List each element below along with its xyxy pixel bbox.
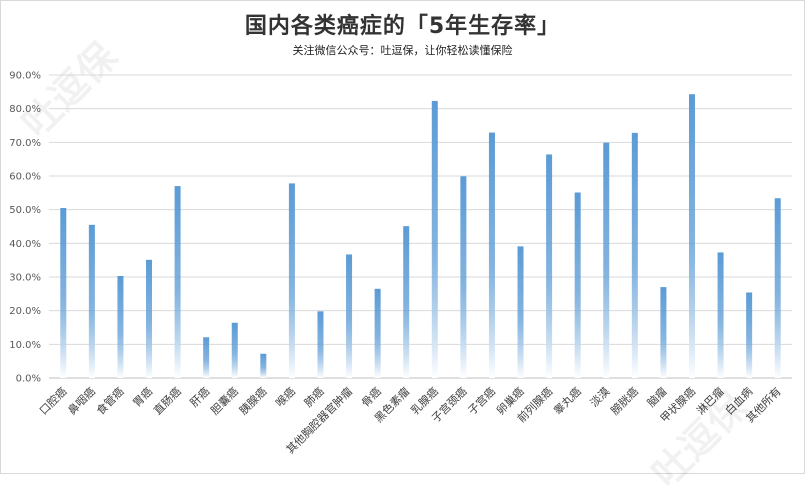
bar-chart: 0.0% 10.0% 20.0% 30.0% 40.0% 50.0% 60.0% 70.0% 8… [9, 71, 792, 456]
bar [631, 132, 638, 378]
y-tick-label: 40.0% [9, 239, 41, 250]
x-tick-label: 胃癌 [130, 384, 155, 409]
y-tick-label: 50.0% [9, 205, 41, 216]
bar [431, 100, 438, 378]
bar [231, 322, 238, 378]
bar [488, 132, 495, 378]
bar [174, 186, 181, 378]
bar [603, 142, 610, 378]
bar [288, 183, 295, 378]
chart-subtitle: 关注微信公众号：吐逗保，让你轻松读懂保险 [292, 44, 513, 57]
x-tick-label: 脑瘤 [644, 384, 669, 409]
y-tick-label: 10.0% [9, 340, 41, 351]
y-tick-label: 80.0% [9, 104, 41, 115]
x-tick-label: 子宫癌 [465, 384, 498, 417]
x-tick-label: 胆囊癌 [208, 384, 241, 417]
bar [517, 246, 524, 378]
y-tick-label: 70.0% [9, 138, 41, 149]
bar [746, 292, 753, 378]
bar [403, 226, 410, 378]
x-tick-label: 睾丸癌 [551, 384, 584, 417]
y-tick-label: 90.0% [9, 71, 41, 82]
bar [574, 192, 581, 378]
x-tick-label: 淋巴瘤 [693, 384, 726, 417]
x-tick-label: 食管癌 [93, 384, 126, 417]
bar [203, 337, 210, 378]
x-tick-label: 膀胱癌 [608, 384, 641, 417]
x-tick-label: 淡漠 [588, 385, 613, 410]
bar [460, 176, 467, 378]
bar [774, 198, 781, 378]
bar [717, 252, 724, 378]
y-tick-label: 20.0% [9, 306, 41, 317]
y-tick-label: 30.0% [9, 273, 41, 284]
bar [346, 254, 353, 378]
x-tick-label: 胰腺癌 [236, 384, 269, 417]
gridlines [49, 74, 792, 379]
bar [688, 94, 695, 378]
x-tick-label: 喉癌 [273, 384, 298, 409]
x-tick-label: 直肠癌 [150, 384, 183, 417]
x-tick-label: 骨癌 [358, 384, 383, 409]
x-tick-label: 鼻咽癌 [65, 384, 98, 417]
chart-title: 国内各类癌症的「5年生存率」 [244, 14, 561, 39]
bar [546, 154, 553, 378]
bar [260, 353, 267, 378]
bar [374, 288, 381, 378]
x-tick-label: 口腔癌 [36, 384, 69, 417]
bar [660, 287, 667, 378]
y-axis-ticks: 0.0% 10.0% 20.0% 30.0% 40.0% 50.0% 60.0% 70.0% 8… [9, 71, 41, 385]
bar [317, 311, 324, 378]
bars [60, 94, 781, 378]
y-tick-label: 60.0% [9, 172, 41, 183]
y-tick-label: 0.0% [16, 374, 41, 385]
x-tick-label: 肺癌 [301, 384, 326, 409]
x-tick-label: 肝癌 [187, 384, 212, 409]
bar [146, 259, 153, 378]
bar [88, 224, 95, 378]
bar [117, 275, 124, 378]
bar [60, 207, 67, 378]
